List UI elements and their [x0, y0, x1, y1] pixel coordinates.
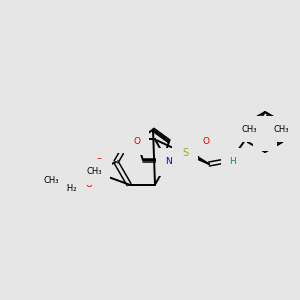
- Text: CH₃: CH₃: [43, 176, 59, 185]
- Text: N: N: [262, 133, 268, 142]
- Text: CH₃: CH₃: [273, 124, 289, 134]
- Text: O: O: [202, 137, 209, 146]
- Text: N: N: [165, 158, 171, 166]
- Text: CH₂: CH₂: [61, 184, 77, 193]
- Text: N: N: [126, 135, 132, 144]
- Text: O: O: [95, 158, 103, 167]
- Text: CH₃: CH₃: [86, 167, 102, 176]
- Text: O: O: [85, 180, 92, 189]
- Text: O: O: [133, 137, 140, 146]
- Text: CH₃: CH₃: [241, 124, 257, 134]
- Text: S: S: [182, 148, 188, 158]
- Text: H: H: [230, 158, 236, 166]
